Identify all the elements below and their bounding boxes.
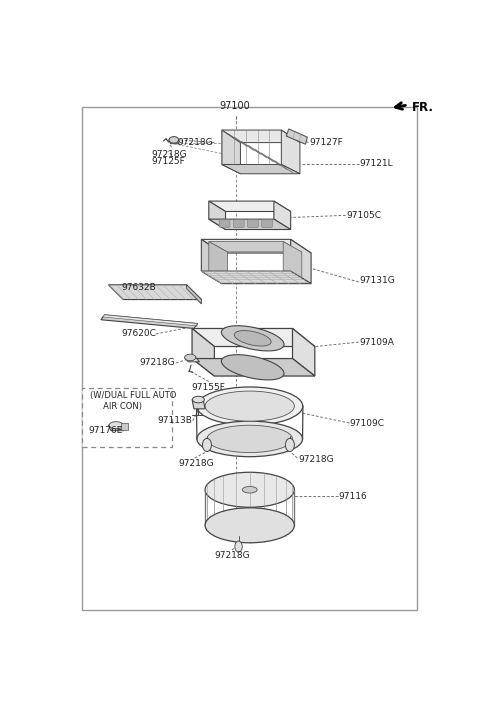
Text: 97127F: 97127F [309, 138, 343, 146]
Ellipse shape [197, 387, 303, 425]
Circle shape [203, 438, 211, 452]
Polygon shape [274, 201, 290, 229]
Polygon shape [209, 219, 290, 229]
Text: 97109A: 97109A [360, 338, 395, 346]
Polygon shape [108, 285, 202, 300]
FancyBboxPatch shape [83, 107, 417, 610]
Text: 97121L: 97121L [360, 159, 393, 168]
Polygon shape [292, 329, 315, 376]
Polygon shape [222, 130, 240, 174]
Text: 97155F: 97155F [192, 383, 226, 392]
Polygon shape [192, 400, 205, 409]
Ellipse shape [185, 354, 196, 361]
FancyBboxPatch shape [219, 219, 230, 227]
Ellipse shape [109, 422, 123, 429]
Polygon shape [168, 140, 179, 143]
Polygon shape [209, 201, 226, 229]
FancyBboxPatch shape [262, 219, 273, 227]
Polygon shape [209, 241, 302, 252]
Polygon shape [222, 130, 300, 143]
Text: 97116: 97116 [338, 492, 367, 501]
Text: 97218G: 97218G [151, 150, 187, 158]
Polygon shape [209, 241, 228, 283]
Polygon shape [209, 201, 290, 212]
Ellipse shape [205, 472, 294, 507]
Text: 97125F: 97125F [151, 157, 185, 166]
Polygon shape [101, 315, 198, 329]
Circle shape [235, 541, 242, 552]
Text: FR.: FR. [412, 101, 434, 114]
Text: 97176E: 97176E [88, 426, 122, 435]
Polygon shape [286, 129, 307, 144]
Text: 97100: 97100 [219, 101, 250, 111]
Text: 97218G: 97218G [140, 359, 175, 367]
Text: 97218G: 97218G [298, 454, 334, 464]
FancyBboxPatch shape [233, 219, 244, 227]
Polygon shape [202, 239, 311, 253]
Polygon shape [192, 329, 215, 376]
FancyBboxPatch shape [121, 422, 129, 430]
FancyBboxPatch shape [82, 388, 172, 447]
Polygon shape [192, 329, 315, 346]
Polygon shape [202, 271, 311, 284]
Text: 97218G: 97218G [178, 138, 213, 147]
Ellipse shape [242, 486, 257, 493]
Polygon shape [202, 239, 222, 284]
Polygon shape [192, 359, 315, 376]
Polygon shape [186, 285, 202, 304]
Text: (W/DUAL FULL AUTO
     AIR CON): (W/DUAL FULL AUTO AIR CON) [90, 391, 176, 411]
Text: 97218G: 97218G [214, 551, 250, 560]
Ellipse shape [205, 391, 294, 421]
Text: 97109C: 97109C [349, 419, 384, 427]
Text: 97105C: 97105C [347, 211, 382, 220]
Text: 97218G: 97218G [178, 459, 214, 468]
Ellipse shape [234, 331, 271, 346]
Ellipse shape [197, 421, 302, 457]
Polygon shape [103, 315, 198, 326]
FancyBboxPatch shape [248, 219, 258, 227]
Ellipse shape [192, 396, 204, 403]
Polygon shape [185, 357, 200, 362]
Ellipse shape [207, 425, 292, 452]
Ellipse shape [221, 326, 284, 351]
Polygon shape [281, 130, 300, 174]
Circle shape [286, 438, 294, 452]
Text: 97632B: 97632B [121, 283, 156, 292]
Text: 97620C: 97620C [121, 329, 156, 338]
Ellipse shape [169, 136, 179, 143]
Ellipse shape [221, 355, 284, 380]
Text: 97113B: 97113B [157, 416, 192, 425]
Polygon shape [222, 165, 300, 174]
Polygon shape [108, 425, 124, 431]
Text: 97131G: 97131G [360, 276, 395, 285]
Polygon shape [283, 241, 302, 282]
Polygon shape [290, 239, 311, 284]
Ellipse shape [205, 508, 294, 542]
